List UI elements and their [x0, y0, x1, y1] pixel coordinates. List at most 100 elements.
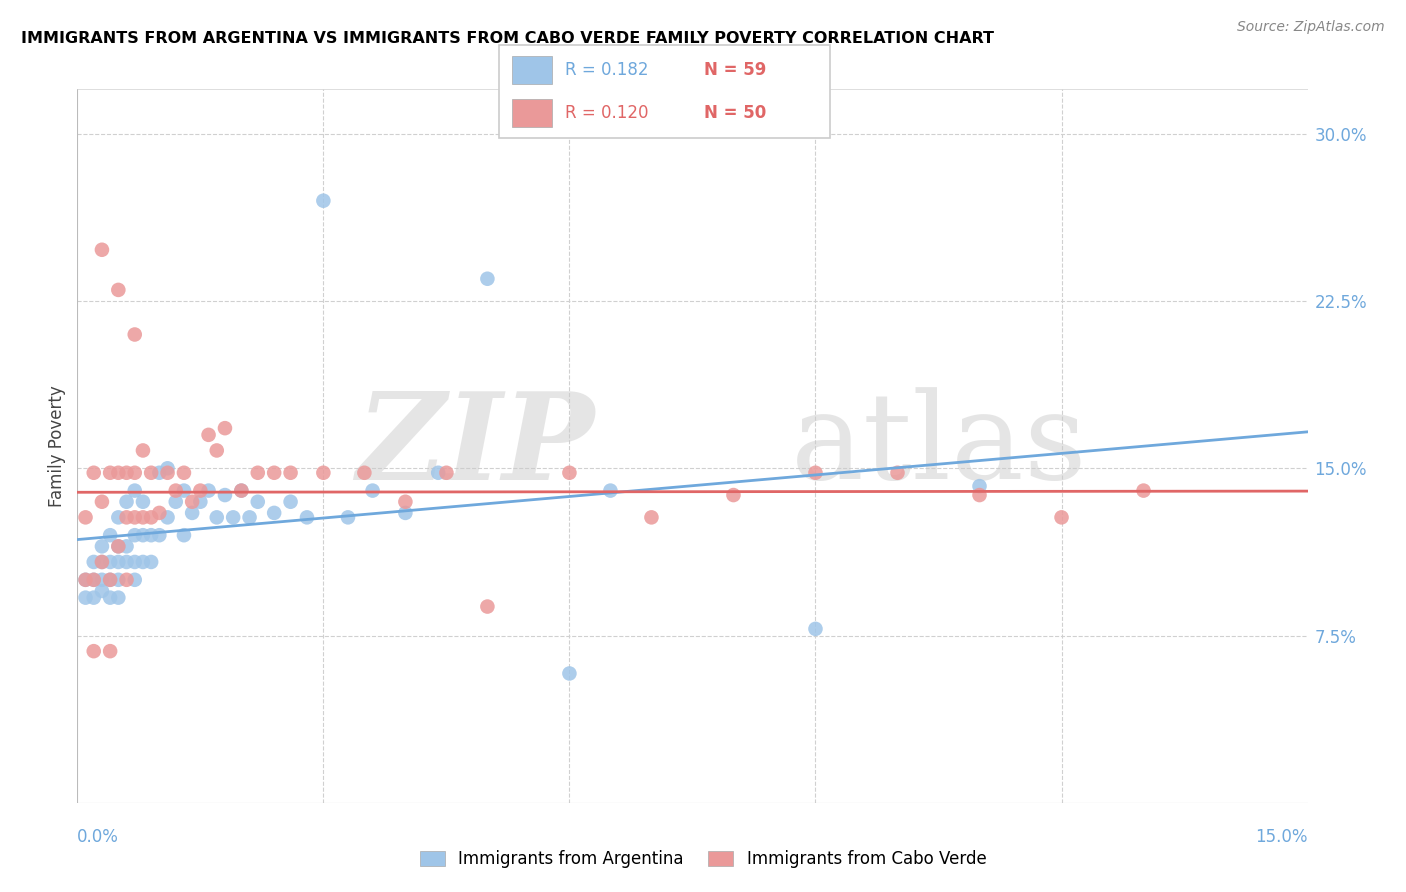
Point	[107, 555, 129, 569]
Point	[312, 466, 335, 480]
Text: atlas: atlas	[792, 387, 1087, 505]
Point	[156, 466, 179, 480]
Point	[263, 466, 285, 480]
Point	[124, 573, 146, 587]
Point	[394, 506, 416, 520]
Point	[141, 510, 163, 524]
Point	[107, 466, 129, 480]
Point	[124, 528, 146, 542]
Text: Source: ZipAtlas.com: Source: ZipAtlas.com	[1237, 20, 1385, 34]
Text: 15.0%: 15.0%	[1256, 828, 1308, 846]
Point	[90, 494, 114, 508]
Point	[90, 539, 114, 553]
Point	[115, 573, 138, 587]
Point	[246, 494, 269, 508]
Point	[173, 528, 195, 542]
Point	[173, 483, 195, 498]
Point	[148, 528, 170, 542]
Point	[83, 555, 105, 569]
Point	[165, 494, 187, 508]
Point	[132, 443, 155, 458]
Point	[90, 555, 114, 569]
Point	[640, 510, 662, 524]
Point	[1132, 483, 1154, 498]
Point	[969, 488, 991, 502]
Point	[132, 555, 155, 569]
Point	[75, 591, 97, 605]
FancyBboxPatch shape	[512, 99, 553, 127]
Point	[141, 528, 163, 542]
Point	[427, 466, 450, 480]
Point	[132, 528, 155, 542]
Point	[98, 591, 121, 605]
Text: N = 50: N = 50	[704, 104, 766, 122]
Point	[107, 591, 129, 605]
Point	[124, 555, 146, 569]
Point	[173, 466, 195, 480]
Point	[156, 461, 179, 475]
Point	[107, 539, 129, 553]
Point	[98, 466, 121, 480]
Text: N = 59: N = 59	[704, 61, 766, 78]
Point	[83, 573, 105, 587]
Point	[98, 555, 121, 569]
Point	[115, 555, 138, 569]
Text: R = 0.182: R = 0.182	[565, 61, 648, 78]
Point	[90, 573, 114, 587]
Point	[124, 327, 146, 342]
FancyBboxPatch shape	[499, 45, 830, 138]
Point	[132, 494, 155, 508]
Text: ZIP: ZIP	[356, 387, 595, 505]
Point	[83, 573, 105, 587]
Point	[141, 466, 163, 480]
Point	[231, 483, 253, 498]
Point	[477, 599, 499, 614]
Point	[246, 466, 269, 480]
Point	[197, 427, 219, 442]
Text: R = 0.120: R = 0.120	[565, 104, 648, 122]
Text: IMMIGRANTS FROM ARGENTINA VS IMMIGRANTS FROM CABO VERDE FAMILY POVERTY CORRELATI: IMMIGRANTS FROM ARGENTINA VS IMMIGRANTS …	[21, 31, 994, 46]
Y-axis label: Family Poverty: Family Poverty	[48, 385, 66, 507]
Point	[124, 510, 146, 524]
Point	[337, 510, 360, 524]
Point	[312, 194, 335, 208]
Point	[115, 494, 138, 508]
Point	[98, 644, 121, 658]
Point	[205, 443, 228, 458]
Text: 0.0%: 0.0%	[77, 828, 120, 846]
Point	[181, 506, 204, 520]
Point	[107, 510, 129, 524]
Point	[188, 494, 212, 508]
Point	[188, 483, 212, 498]
Point	[804, 622, 827, 636]
Point	[558, 466, 581, 480]
Point	[804, 466, 827, 480]
Point	[181, 494, 204, 508]
Point	[222, 510, 245, 524]
Point	[263, 506, 285, 520]
Point	[599, 483, 621, 498]
Point	[75, 573, 97, 587]
Point	[280, 466, 302, 480]
Point	[723, 488, 745, 502]
Point	[165, 483, 187, 498]
Point	[90, 243, 114, 257]
Point	[239, 510, 262, 524]
Point	[558, 666, 581, 681]
Point	[1050, 510, 1073, 524]
Point	[148, 506, 170, 520]
Point	[115, 466, 138, 480]
Point	[107, 283, 129, 297]
Point	[115, 539, 138, 553]
Point	[98, 573, 121, 587]
Point	[436, 466, 458, 480]
Point	[75, 573, 97, 587]
Legend: Immigrants from Argentina, Immigrants from Cabo Verde: Immigrants from Argentina, Immigrants fr…	[413, 844, 993, 875]
Point	[156, 510, 179, 524]
Point	[280, 494, 302, 508]
Point	[90, 583, 114, 598]
Point	[124, 483, 146, 498]
Point	[231, 483, 253, 498]
FancyBboxPatch shape	[512, 56, 553, 84]
Point	[83, 466, 105, 480]
